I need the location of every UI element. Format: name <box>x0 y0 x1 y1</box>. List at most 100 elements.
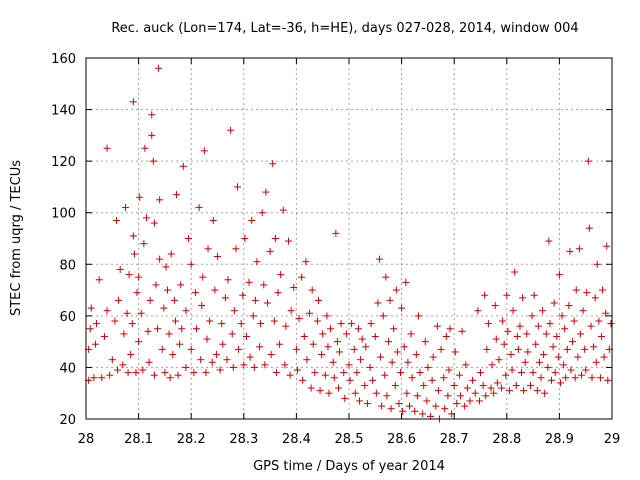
data-point <box>354 325 362 333</box>
data-point <box>374 299 382 307</box>
data-point <box>156 196 164 204</box>
y-tick-label: 80 <box>59 258 76 273</box>
data-point <box>176 340 184 348</box>
x-tick-label: 28 <box>78 432 95 447</box>
data-point <box>474 307 482 315</box>
data-point <box>211 286 219 294</box>
data-point <box>541 389 549 397</box>
data-point <box>261 361 269 369</box>
data-point <box>237 320 245 328</box>
data-point <box>600 353 608 361</box>
data-point <box>514 345 522 353</box>
data-point <box>141 144 149 152</box>
data-point <box>433 322 441 330</box>
data-point <box>277 271 285 279</box>
data-point <box>593 260 601 268</box>
data-point <box>182 307 190 315</box>
x-tick-label: 28.1 <box>124 432 153 447</box>
x-axis-label: GPS time / Days of year 2014 <box>253 459 445 474</box>
data-point <box>114 366 122 374</box>
data-point <box>597 332 605 340</box>
data-point <box>269 160 277 168</box>
data-point <box>119 361 127 369</box>
data-point <box>544 363 552 371</box>
data-point <box>241 235 249 242</box>
data-point <box>504 327 512 335</box>
data-point <box>491 302 499 310</box>
data-point <box>152 281 160 289</box>
data-point <box>384 338 392 346</box>
data-point <box>128 320 136 328</box>
data-point <box>424 363 432 371</box>
data-point <box>149 157 157 165</box>
data-point <box>242 332 250 340</box>
data-point <box>202 369 210 377</box>
data-point <box>111 317 119 325</box>
data-point <box>545 237 553 245</box>
x-tick-label: 28.2 <box>177 432 206 447</box>
data-point <box>95 276 103 284</box>
data-point <box>529 369 537 377</box>
data-point <box>469 376 477 384</box>
y-tick-label: 100 <box>51 207 76 222</box>
data-point <box>336 348 344 356</box>
data-point <box>581 345 589 353</box>
data-point <box>342 330 350 338</box>
data-point <box>129 98 137 106</box>
data-point <box>603 242 611 250</box>
data-point <box>287 307 295 315</box>
data-point <box>571 374 579 382</box>
data-point <box>372 389 380 397</box>
data-point <box>98 374 106 382</box>
data-point <box>363 400 371 408</box>
data-point <box>330 374 338 382</box>
data-point <box>224 276 232 284</box>
data-point <box>262 188 270 196</box>
data-point <box>369 376 377 384</box>
data-point <box>572 286 580 294</box>
data-point <box>158 345 166 353</box>
data-point <box>387 405 395 413</box>
data-point <box>340 369 348 377</box>
data-point <box>216 366 224 374</box>
data-point <box>537 374 545 382</box>
data-point <box>404 358 412 366</box>
data-point <box>432 402 440 410</box>
data-point <box>399 407 407 415</box>
data-point <box>229 363 237 371</box>
data-point <box>607 320 615 328</box>
data-point <box>590 343 598 351</box>
data-point <box>421 338 429 346</box>
x-tick-labels: 28 28.1 28.2 28.3 28.4 28.5 28.6 28.7 28.8 28.9 29 <box>78 432 621 447</box>
data-point <box>461 402 469 410</box>
data-point <box>162 263 170 271</box>
data-point <box>362 343 370 351</box>
data-point <box>524 348 532 356</box>
data-point <box>90 374 98 382</box>
data-point <box>93 320 101 328</box>
data-point <box>106 371 114 379</box>
x-tick-label: 28.3 <box>229 432 258 447</box>
grid-lines <box>86 58 612 419</box>
data-point <box>579 307 587 315</box>
y-tick-label: 140 <box>51 104 76 119</box>
data-point <box>411 407 419 415</box>
data-point <box>445 366 453 374</box>
data-point <box>550 299 558 307</box>
data-point <box>599 286 607 294</box>
data-point <box>582 366 590 374</box>
data-point <box>299 376 307 384</box>
data-point <box>386 296 394 304</box>
data-point <box>507 351 515 359</box>
data-point <box>150 371 158 379</box>
data-point <box>302 258 310 266</box>
data-point <box>263 299 271 307</box>
data-point <box>137 309 145 317</box>
data-point <box>218 320 226 328</box>
data-point <box>569 338 577 346</box>
data-point <box>206 317 214 325</box>
data-point <box>446 325 454 333</box>
data-point <box>592 358 600 366</box>
data-point <box>191 289 199 297</box>
